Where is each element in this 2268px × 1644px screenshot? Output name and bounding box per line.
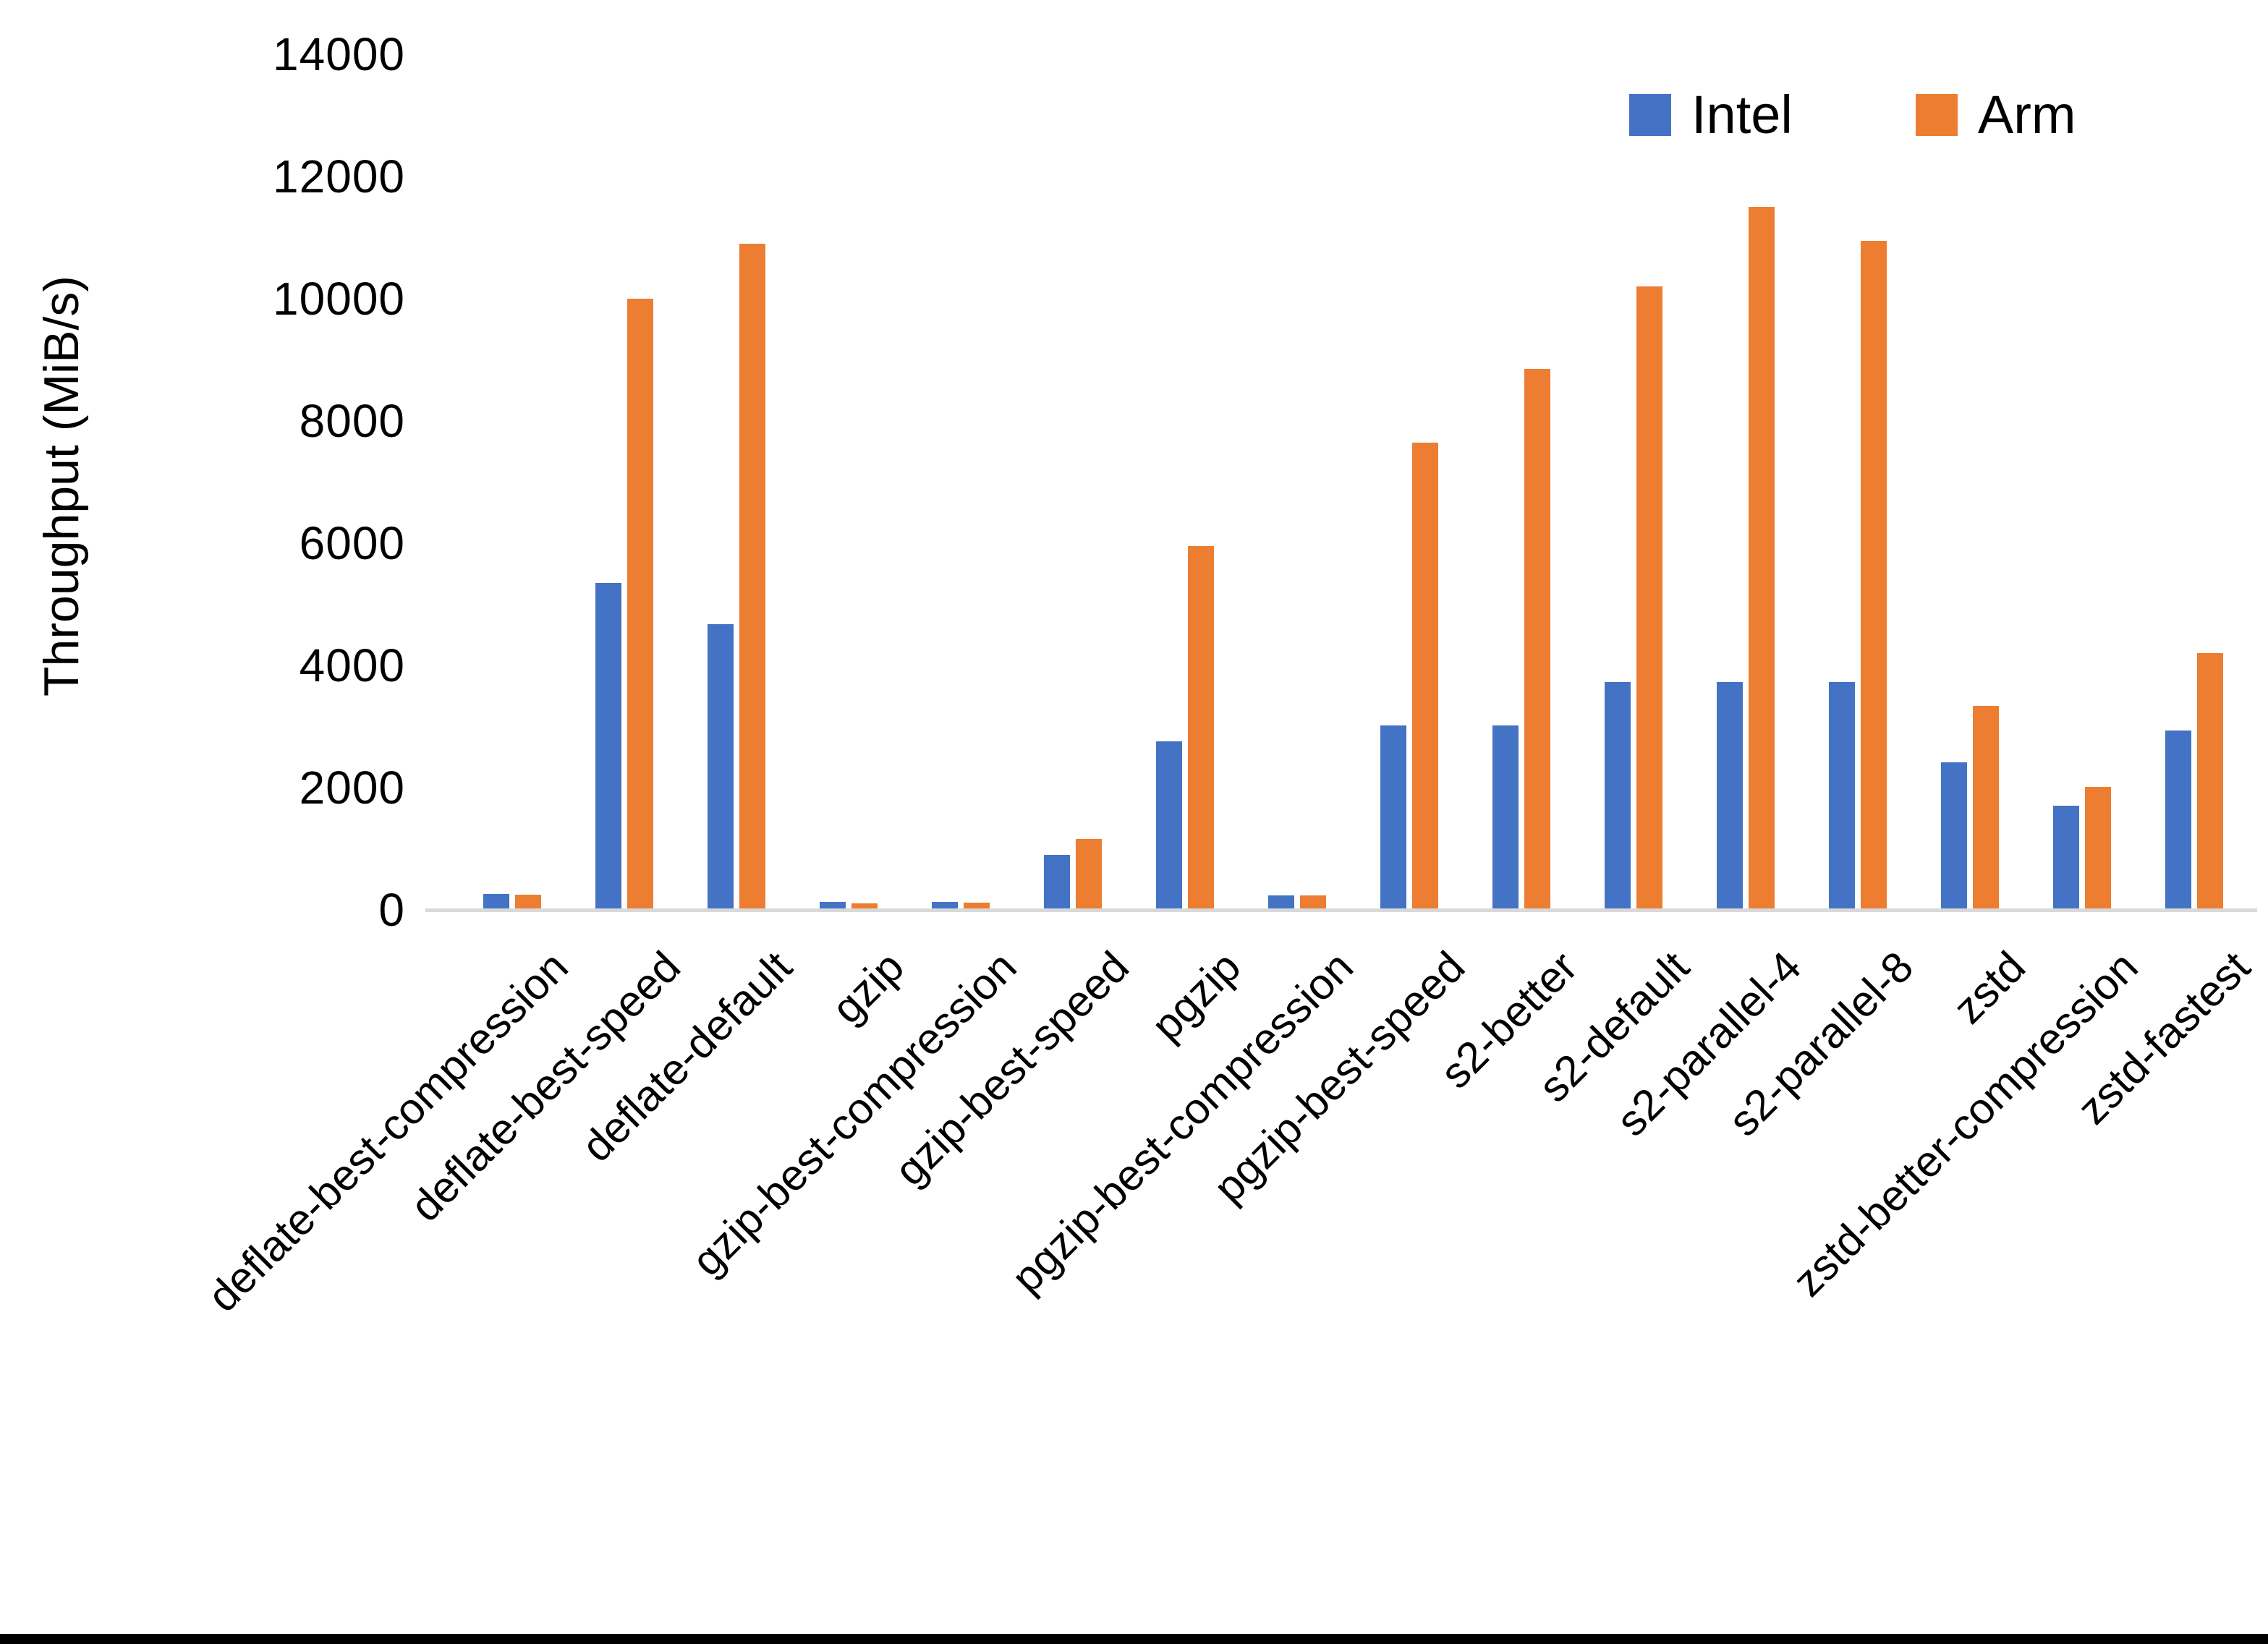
bar-intel-deflate-best-compression [483,894,509,910]
bar-arm-deflate-default [739,244,765,910]
legend-label-arm: Arm [1977,85,2076,145]
legend-item-intel: Intel [1629,88,1793,142]
bar-intel-gzip-best-compression [932,902,958,910]
bar-arm-s2-better [1524,369,1550,910]
bar-arm-deflate-best-speed [627,299,653,910]
y-tick-label: 8000 [299,395,405,447]
y-tick-label: 14000 [273,28,405,80]
x-category-label-gzip: gzip [823,942,914,1033]
y-tick-label: 0 [378,884,405,936]
bar-arm-pgzip [1188,546,1214,910]
y-axis-title: Throughput (MiB/s) [34,276,89,697]
bar-arm-zstd-fastest [2197,653,2223,910]
bar-intel-zstd-fastest [2165,731,2191,910]
bar-intel-gzip-best-speed [1044,855,1070,910]
y-tick-label: 6000 [299,517,405,569]
bar-arm-deflate-best-compression [515,895,541,910]
bar-arm-s2-parallel-8 [1861,241,1887,910]
bar-intel-gzip [820,902,846,910]
y-tick-label: 2000 [299,762,405,814]
legend-item-arm: Arm [1915,85,2076,145]
legend-swatch-arm [1915,94,1958,136]
bar-arm-pgzip-best-compression [1300,895,1326,910]
x-axis-line [425,908,2257,912]
y-tick-label: 4000 [299,639,405,691]
x-category-label-zstd: zstd [1944,942,2035,1033]
bar-arm-gzip-best-speed [1076,839,1102,910]
bar-arm-gzip-best-compression [964,903,990,910]
bar-arm-zstd [1973,706,1999,910]
bar-intel-deflate-best-speed [595,583,621,910]
bar-arm-gzip [851,903,878,910]
bar-arm-pgzip-best-speed [1412,443,1438,910]
bar-arm-s2-default [1636,286,1662,910]
bar-intel-s2-parallel-8 [1829,682,1855,910]
bar-intel-pgzip-best-compression [1268,895,1294,910]
bar-intel-zstd-better-compression [2053,806,2079,910]
bar-arm-s2-parallel-4 [1749,207,1775,910]
bar-intel-pgzip-best-speed [1380,725,1406,910]
legend-swatch-intel [1629,94,1671,136]
legend: Intel Arm [1629,88,2076,142]
bar-intel-pgzip [1156,741,1182,910]
bar-intel-zstd [1941,762,1967,910]
bar-intel-s2-better [1492,725,1519,910]
legend-label-intel: Intel [1691,85,1793,145]
bar-intel-s2-parallel-4 [1717,682,1743,910]
y-tick-label: 10000 [273,273,405,325]
bar-arm-zstd-better-compression [2085,787,2111,910]
bar-intel-s2-default [1605,682,1631,910]
y-tick-label: 12000 [273,150,405,203]
bar-intel-deflate-default [708,624,734,910]
screenshot-bottom-border [0,1634,2268,1644]
